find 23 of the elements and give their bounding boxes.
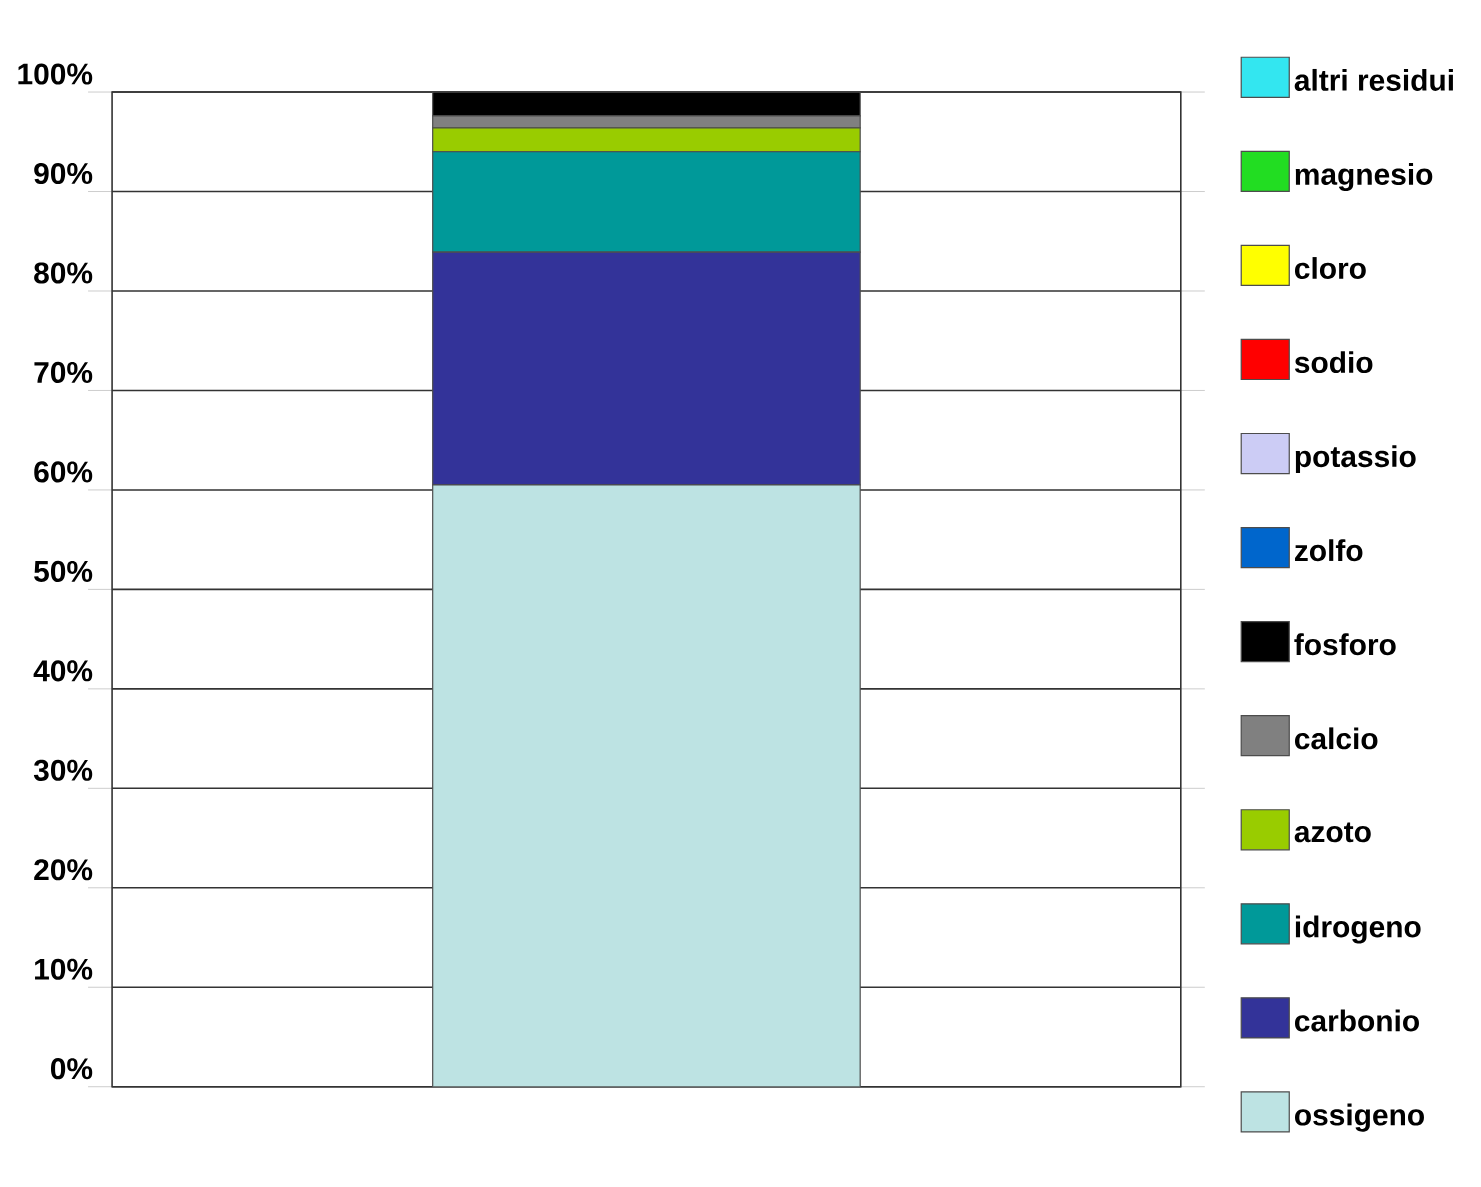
legend-label: magnesio bbox=[1295, 163, 1433, 192]
y-tick-label: 70% bbox=[34, 361, 93, 384]
legend-label: ossigeno bbox=[1295, 1103, 1424, 1132]
y-tick-label: 50% bbox=[34, 560, 93, 583]
y-tick-label: 30% bbox=[33, 759, 93, 782]
legend-label: calcio bbox=[1295, 727, 1378, 750]
legend-label: potassio bbox=[1295, 445, 1416, 474]
y-tick-label: 80% bbox=[34, 262, 93, 284]
y-tick-label: 100% bbox=[18, 63, 93, 85]
y-tick-label: 0% bbox=[50, 1058, 93, 1080]
legend-label: fosforo bbox=[1294, 633, 1396, 656]
legend-label: altri residui bbox=[1294, 69, 1453, 91]
y-tick-label: 20% bbox=[34, 859, 93, 881]
legend-label: cloro bbox=[1295, 257, 1366, 280]
legend-label: idrogeno bbox=[1295, 915, 1421, 944]
y-tick-label: 90% bbox=[34, 163, 93, 185]
y-tick-label: 40% bbox=[33, 660, 93, 682]
legend-label: sodio bbox=[1294, 351, 1373, 374]
legend-label: carbonio bbox=[1295, 1009, 1419, 1032]
legend-label: azoto bbox=[1294, 822, 1371, 843]
legend-label: zolfo bbox=[1295, 539, 1363, 562]
y-tick-label: 10% bbox=[35, 958, 93, 980]
y-tick-label: 60% bbox=[34, 461, 93, 483]
